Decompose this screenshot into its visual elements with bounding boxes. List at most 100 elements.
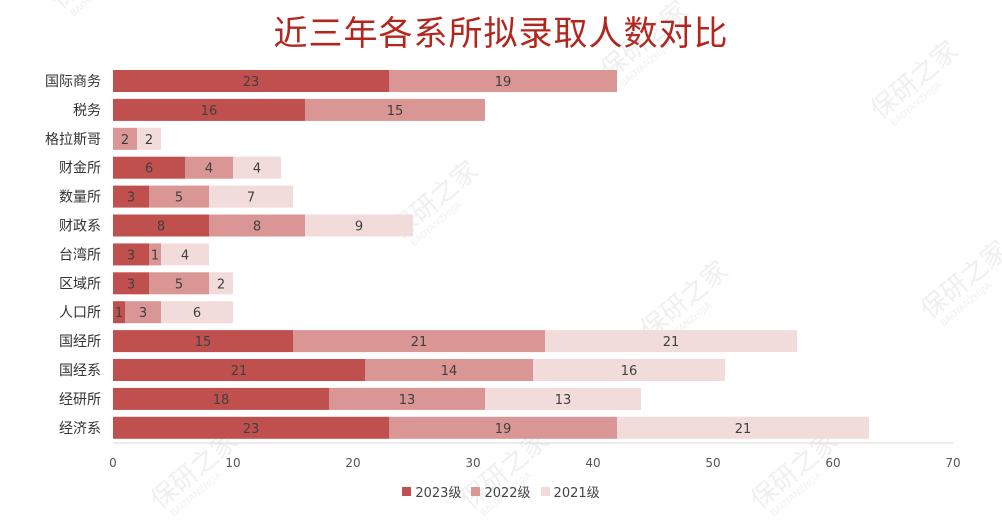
bar-segment: [305, 98, 485, 121]
bar-segment: [113, 359, 365, 381]
data-label: 18: [213, 393, 230, 408]
bar-segment: [305, 214, 413, 237]
data-label: 19: [495, 422, 512, 437]
legend-item-2021: 2021级: [540, 482, 600, 501]
bar-segment: [113, 243, 149, 266]
category-label: 财金所: [59, 161, 101, 177]
category-label: 国经系: [59, 363, 101, 379]
bar-segment: [209, 214, 305, 237]
legend-label-2021: 2021级: [553, 486, 600, 501]
x-tick-label: 20: [345, 456, 360, 470]
bar-segment: [137, 127, 161, 150]
category-label: 国际商务: [45, 74, 101, 90]
bar-segment: [545, 330, 797, 353]
bar-segment: [389, 416, 617, 439]
data-label: 4: [205, 162, 213, 177]
data-label: 5: [175, 191, 183, 206]
bar-segment: [365, 359, 533, 381]
data-label: 8: [253, 220, 261, 235]
bar-segment: [113, 301, 125, 324]
bar-segment: [617, 416, 869, 439]
data-label: 1: [115, 306, 123, 321]
data-label: 7: [247, 191, 255, 206]
bar-segment: [113, 127, 137, 150]
bar-segment: [113, 416, 389, 439]
bar-segment: [149, 272, 209, 295]
data-label: 15: [387, 104, 404, 119]
data-label: 15: [195, 335, 212, 350]
data-label: 14: [441, 364, 458, 379]
data-label: 3: [127, 191, 135, 206]
data-label: 8: [157, 220, 165, 235]
data-label: 9: [355, 220, 363, 235]
data-label: 2: [217, 277, 225, 292]
category-label: 税务: [73, 103, 101, 119]
x-tick-label: 50: [705, 456, 720, 470]
data-label: 21: [663, 335, 680, 350]
data-label: 2: [145, 133, 153, 148]
legend-item-2023: 2023级: [402, 482, 461, 501]
x-tick-label: 40: [585, 456, 600, 470]
bar-segment: [233, 156, 281, 179]
bar-segment: [293, 330, 545, 353]
data-label: 2: [121, 133, 129, 148]
category-label: 台湾所: [59, 246, 101, 263]
category-label: 经济系: [59, 421, 101, 437]
data-label: 23: [243, 75, 260, 90]
bar-segment: [161, 301, 233, 324]
bar-segment: [389, 70, 617, 92]
data-label: 4: [253, 162, 261, 177]
bar-segment: [113, 387, 329, 410]
data-label: 13: [399, 393, 416, 408]
category-label: 人口所: [59, 305, 101, 321]
data-label: 21: [735, 422, 752, 437]
data-label: 16: [201, 104, 218, 119]
data-label: 1: [151, 248, 159, 263]
data-label: 3: [127, 248, 135, 263]
bar-segment: [113, 70, 389, 92]
data-label: 13: [555, 393, 572, 408]
bar-segment: [209, 272, 233, 295]
data-label: 21: [411, 335, 428, 350]
data-label: 23: [243, 422, 260, 437]
data-label: 6: [193, 306, 201, 321]
bar-segment: [533, 359, 725, 381]
category-label: 区域所: [59, 276, 101, 292]
category-label: 财政系: [59, 219, 101, 235]
x-tick-label: 70: [945, 456, 960, 470]
legend: 2023级 2022级 2021级: [0, 482, 1002, 501]
bar-segment: [185, 156, 233, 179]
data-label: 3: [139, 306, 147, 321]
bar-segment: [161, 243, 209, 266]
bar-segment: [149, 243, 161, 266]
legend-swatch-2022: [471, 487, 481, 496]
bar-segment: [149, 185, 209, 208]
x-tick-label: 60: [825, 456, 840, 470]
legend-item-2022: 2022级: [471, 482, 531, 501]
category-label: 国经所: [59, 334, 101, 350]
bar-segment: [125, 301, 161, 324]
bar-segment: [113, 214, 209, 237]
bar-segment: [113, 272, 149, 295]
bar-segment: [329, 387, 485, 410]
bar-segment: [113, 156, 185, 179]
data-label: 6: [145, 162, 153, 177]
data-label: 19: [495, 75, 512, 90]
bar-segment: [485, 387, 641, 410]
category-label: 经研所: [59, 392, 101, 408]
bar-segment: [113, 330, 293, 353]
data-label: 3: [127, 277, 135, 292]
legend-swatch-2023: [402, 487, 412, 496]
legend-swatch-2021: [540, 487, 550, 496]
chart-title: 近三年各系所拟录取人数对比: [273, 14, 729, 54]
data-label: 16: [621, 364, 638, 379]
category-label: 数量所: [59, 190, 101, 206]
bar-segment: [209, 185, 293, 208]
